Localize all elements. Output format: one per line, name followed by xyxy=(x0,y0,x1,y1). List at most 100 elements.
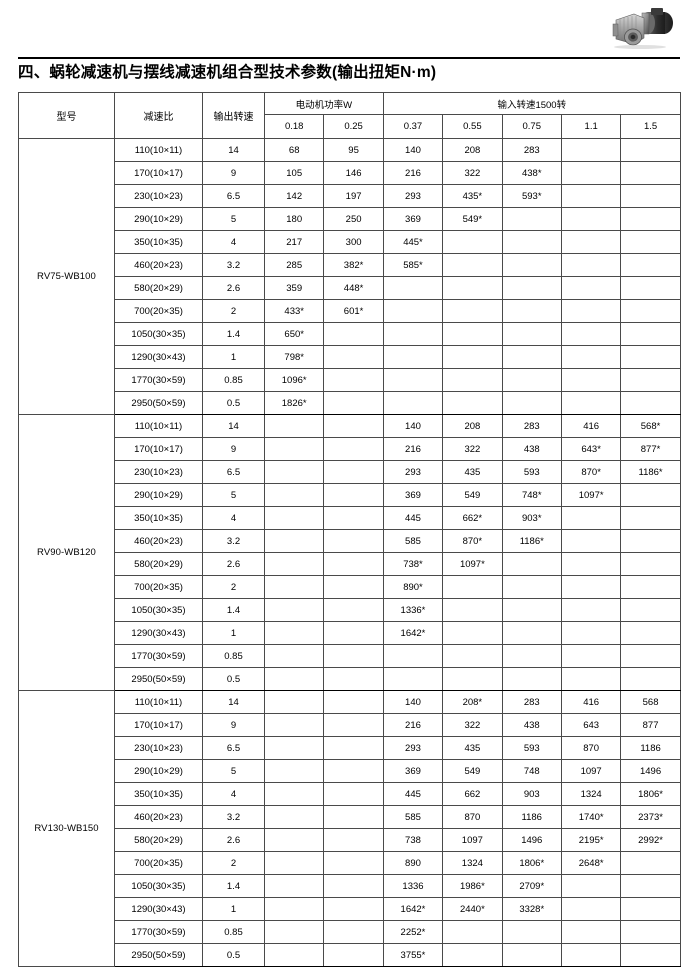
torque-cell xyxy=(323,759,384,783)
torque-cell xyxy=(560,621,622,645)
torque-cell: 322 xyxy=(442,161,503,185)
torque-cell xyxy=(620,184,681,208)
torque-cell: 593 xyxy=(501,736,562,760)
torque-cell xyxy=(620,391,681,415)
torque-cell xyxy=(501,368,562,392)
output-speed-cell: 5 xyxy=(202,483,265,507)
output-speed-cell: 2 xyxy=(202,299,265,323)
torque-cell xyxy=(323,736,384,760)
header-row-groups: 型号 减速比 输出转速 电动机功率W 输入转速1500转 xyxy=(18,92,681,139)
torque-cell xyxy=(442,667,503,691)
table-row: 2950(50×59) 0.5 3755* xyxy=(19,943,681,967)
ratio-cell: 1050(30×35) xyxy=(114,598,203,622)
torque-cell xyxy=(323,874,384,898)
ratio-cell: 230(10×23) xyxy=(114,460,203,484)
torque-cell xyxy=(263,575,325,599)
model-cell: RV75-WB100 xyxy=(18,138,115,415)
table-row: 1050(30×35) 1.4 1336 1986* 2709* xyxy=(19,874,681,898)
torque-cell: 369 xyxy=(382,483,444,507)
torque-cell: 549 xyxy=(442,759,503,783)
torque-cell xyxy=(263,828,325,852)
torque-cell: 445 xyxy=(382,782,444,806)
torque-cell xyxy=(263,713,325,737)
torque-cell: 593* xyxy=(501,184,562,208)
torque-cell: 643 xyxy=(560,713,622,737)
spec-table-container: 型号 减速比 输出转速 电动机功率W 输入转速1500转 0.18 0.25 0… xyxy=(18,92,681,967)
torque-cell xyxy=(323,414,384,438)
table-row: 460(20×23) 3.2 585 870 1186 1740* 2373* xyxy=(19,805,681,829)
ratio-cell: 110(10×11) xyxy=(114,690,203,714)
torque-cell xyxy=(442,276,503,300)
torque-cell xyxy=(323,322,384,346)
output-speed-cell: 2.6 xyxy=(202,552,265,576)
ratio-cell: 1050(30×35) xyxy=(114,322,203,346)
torque-cell: 180 xyxy=(263,207,325,231)
model-cell: RV90-WB120 xyxy=(18,414,115,691)
table-row: 700(20×35) 2 890* xyxy=(19,575,681,599)
torque-cell: 140 xyxy=(382,138,444,162)
torque-cell xyxy=(382,299,444,323)
ratio-cell: 290(10×29) xyxy=(114,207,203,231)
torque-cell xyxy=(560,529,622,553)
torque-cell xyxy=(560,230,622,254)
torque-cell: 1496 xyxy=(501,828,562,852)
torque-cell: 870* xyxy=(442,529,503,553)
torque-cell xyxy=(263,667,325,691)
torque-cell xyxy=(560,506,622,530)
torque-cell xyxy=(560,552,622,576)
output-speed-cell: 1.4 xyxy=(202,322,265,346)
output-speed-cell: 5 xyxy=(202,207,265,231)
torque-cell: 322 xyxy=(442,437,503,461)
torque-cell: 2992* xyxy=(620,828,681,852)
torque-cell: 662* xyxy=(442,506,503,530)
table-row: 700(20×35) 2 890 1324 1806* 2648* xyxy=(19,851,681,875)
torque-cell xyxy=(620,920,681,944)
torque-cell: 140 xyxy=(382,690,444,714)
ratio-cell: 350(10×35) xyxy=(114,230,203,254)
output-speed-cell: 0.5 xyxy=(202,667,265,691)
ratio-cell: 580(20×29) xyxy=(114,828,203,852)
torque-cell xyxy=(620,253,681,277)
torque-cell xyxy=(382,644,444,668)
torque-cell: 643* xyxy=(560,437,622,461)
torque-cell xyxy=(323,713,384,737)
torque-cell xyxy=(263,851,325,875)
torque-cell xyxy=(560,253,622,277)
output-speed-cell: 1 xyxy=(202,621,265,645)
torque-cell xyxy=(323,897,384,921)
torque-cell xyxy=(323,460,384,484)
torque-cell: 416 xyxy=(560,414,622,438)
table-row: 1050(30×35) 1.4 1336* xyxy=(19,598,681,622)
torque-cell xyxy=(323,667,384,691)
torque-cell xyxy=(263,897,325,921)
worm-gear-reducer-photo xyxy=(604,6,682,50)
torque-cell xyxy=(560,322,622,346)
heading-divider xyxy=(18,57,680,59)
torque-cell xyxy=(323,805,384,829)
table-row: 700(20×35) 2 433* 601* xyxy=(19,299,681,323)
torque-cell: 585* xyxy=(382,253,444,277)
torque-cell xyxy=(263,506,325,530)
torque-cell: 738* xyxy=(382,552,444,576)
torque-cell xyxy=(263,759,325,783)
torque-cell xyxy=(263,414,325,438)
header-power-0: 0.18 xyxy=(263,114,325,139)
torque-cell xyxy=(560,184,622,208)
torque-cell xyxy=(263,598,325,622)
table-row: 230(10×23) 6.5 293 435 593 870* 1186* xyxy=(19,460,681,484)
torque-cell xyxy=(442,368,503,392)
table-row: 1050(30×35) 1.4 650* xyxy=(19,322,681,346)
header-output-speed: 输出转速 xyxy=(202,92,265,139)
torque-cell xyxy=(620,851,681,875)
output-speed-cell: 14 xyxy=(202,414,265,438)
output-speed-cell: 0.5 xyxy=(202,391,265,415)
ratio-cell: 1770(30×59) xyxy=(114,368,203,392)
torque-cell xyxy=(263,483,325,507)
ratio-cell: 460(20×23) xyxy=(114,529,203,553)
torque-cell: 650* xyxy=(263,322,325,346)
output-speed-cell: 14 xyxy=(202,690,265,714)
ratio-cell: 1290(30×43) xyxy=(114,621,203,645)
table-row: 1290(30×43) 1 798* xyxy=(19,345,681,369)
ratio-cell: 2950(50×59) xyxy=(114,667,203,691)
torque-cell: 798* xyxy=(263,345,325,369)
